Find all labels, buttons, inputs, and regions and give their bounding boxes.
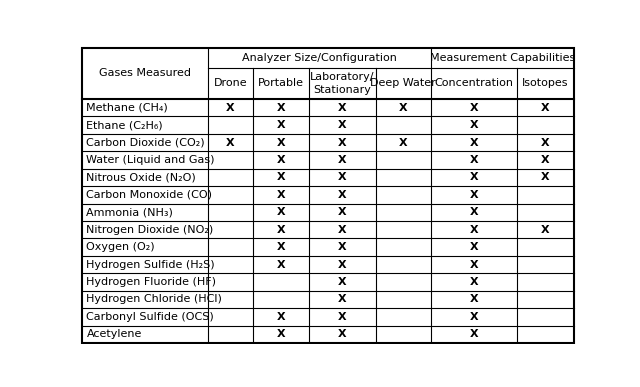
Text: X: X <box>276 155 285 165</box>
Text: Water (Liquid and Gas): Water (Liquid and Gas) <box>86 155 215 165</box>
Text: Ethane (C₂H₆): Ethane (C₂H₆) <box>86 120 163 130</box>
Text: X: X <box>338 277 347 287</box>
Text: X: X <box>276 207 285 217</box>
Text: Oxygen (O₂): Oxygen (O₂) <box>86 242 155 252</box>
Text: X: X <box>226 137 235 147</box>
Text: Portable: Portable <box>258 79 304 89</box>
Text: X: X <box>470 260 478 269</box>
Text: X: X <box>276 225 285 235</box>
Text: Nitrous Oxide (N₂O): Nitrous Oxide (N₂O) <box>86 172 196 182</box>
Text: X: X <box>338 312 347 322</box>
Text: X: X <box>470 242 478 252</box>
Text: X: X <box>470 329 478 339</box>
Text: X: X <box>276 120 285 130</box>
Text: X: X <box>541 137 550 147</box>
Text: X: X <box>338 207 347 217</box>
Text: X: X <box>338 242 347 252</box>
Text: X: X <box>338 155 347 165</box>
Text: X: X <box>276 329 285 339</box>
Text: X: X <box>276 312 285 322</box>
Text: X: X <box>338 260 347 269</box>
Text: Acetylene: Acetylene <box>86 329 142 339</box>
Text: X: X <box>338 225 347 235</box>
Text: X: X <box>470 277 478 287</box>
Text: X: X <box>276 172 285 182</box>
Text: Ammonia (NH₃): Ammonia (NH₃) <box>86 207 173 217</box>
Text: X: X <box>470 172 478 182</box>
Text: X: X <box>470 137 478 147</box>
Text: X: X <box>338 295 347 304</box>
Text: Drone: Drone <box>214 79 247 89</box>
Text: X: X <box>399 103 408 113</box>
Text: X: X <box>470 103 478 113</box>
Text: X: X <box>338 329 347 339</box>
Text: X: X <box>541 172 550 182</box>
Text: X: X <box>541 155 550 165</box>
Text: X: X <box>338 172 347 182</box>
Text: X: X <box>338 103 347 113</box>
Text: X: X <box>338 190 347 200</box>
Text: X: X <box>399 137 408 147</box>
Text: Concentration: Concentration <box>435 79 513 89</box>
Text: Carbon Dioxide (CO₂): Carbon Dioxide (CO₂) <box>86 137 205 147</box>
Text: X: X <box>470 312 478 322</box>
Text: Hydrogen Sulfide (H₂S): Hydrogen Sulfide (H₂S) <box>86 260 215 269</box>
Text: X: X <box>541 103 550 113</box>
Text: X: X <box>470 155 478 165</box>
Text: X: X <box>470 295 478 304</box>
Text: Carbon Monoxide (CO): Carbon Monoxide (CO) <box>86 190 212 200</box>
Text: Isotopes: Isotopes <box>522 79 568 89</box>
Text: Hydrogen Fluoride (HF): Hydrogen Fluoride (HF) <box>86 277 216 287</box>
Text: X: X <box>470 207 478 217</box>
Text: X: X <box>338 120 347 130</box>
Text: Laboratory/
Stationary: Laboratory/ Stationary <box>310 72 375 95</box>
Text: Hydrogen Chloride (HCl): Hydrogen Chloride (HCl) <box>86 295 222 304</box>
Text: Nitrogen Dioxide (NO₂): Nitrogen Dioxide (NO₂) <box>86 225 214 235</box>
Text: X: X <box>470 190 478 200</box>
Text: X: X <box>541 225 550 235</box>
Text: X: X <box>276 137 285 147</box>
Text: X: X <box>338 137 347 147</box>
Text: Gases Measured: Gases Measured <box>99 68 191 79</box>
Text: X: X <box>470 225 478 235</box>
Text: Measurement Capabilities: Measurement Capabilities <box>429 53 575 63</box>
Text: Deep Water: Deep Water <box>371 79 436 89</box>
Text: X: X <box>470 120 478 130</box>
Text: Carbonyl Sulfide (OCS): Carbonyl Sulfide (OCS) <box>86 312 214 322</box>
Text: X: X <box>276 260 285 269</box>
Text: X: X <box>226 103 235 113</box>
Text: X: X <box>276 190 285 200</box>
Text: Methane (CH₄): Methane (CH₄) <box>86 103 168 113</box>
Text: X: X <box>276 242 285 252</box>
Text: X: X <box>276 103 285 113</box>
Text: Analyzer Size/Configuration: Analyzer Size/Configuration <box>242 53 397 63</box>
